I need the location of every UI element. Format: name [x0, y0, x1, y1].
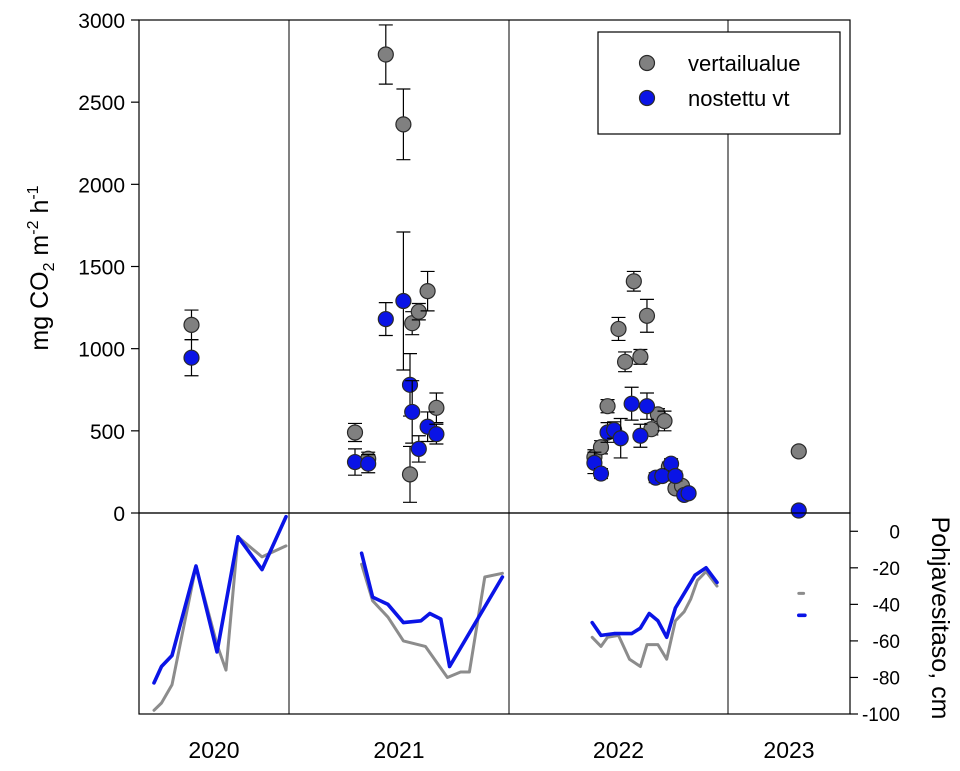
period-label-2020: 2020 — [188, 737, 239, 763]
flux-y-tick-label-3000: 3000 — [78, 10, 125, 33]
point-nostettu-vt-2 — [346, 453, 364, 471]
point-vertailualue-12 — [592, 439, 610, 456]
point-nostettu-vt-17 — [632, 427, 649, 444]
point-vertailualue-13 — [599, 398, 616, 415]
point-nostettu-vt-8 — [410, 440, 427, 458]
point-vertailualue-25 — [790, 443, 807, 460]
point-nostettu-vt-5 — [395, 292, 412, 310]
ylabel-part-3: m — [26, 235, 54, 263]
point-nostettu-vt-12 — [592, 465, 610, 482]
point-vertailualue-16 — [625, 273, 642, 290]
ylabel-part-2: 2 — [41, 262, 58, 271]
point-vertailualue-17 — [632, 348, 649, 365]
groundwater-panel: -100 -80 -60 -40 -20 0 Pohjavesitaso, cm — [138, 512, 954, 726]
legend-marker-nostettu-vt — [638, 89, 656, 107]
groundwater-y-axis: -100 -80 -60 -40 -20 0 — [850, 522, 900, 726]
groundwater-line-vertailualue-2022 — [590, 570, 719, 668]
point-nostettu-vt-7 — [404, 403, 421, 421]
point-nostettu-vt-1 — [183, 349, 200, 366]
groundwater-period-dividers — [288, 513, 729, 714]
period-label-2021: 2021 — [373, 737, 424, 763]
flux-y-tick-label-1000: 1000 — [78, 339, 125, 362]
point-vertailualue-18 — [638, 307, 656, 324]
point-vertailualue-21 — [656, 412, 673, 430]
point-vertailualue-10 — [428, 399, 445, 416]
point-vertailualue-5 — [395, 116, 412, 133]
point-nostettu-vt-22 — [667, 467, 684, 485]
groundwater-y-tick-label--80: -80 — [873, 668, 900, 689]
point-vertailualue-2 — [346, 424, 364, 441]
flux-series — [183, 24, 807, 519]
point-nostettu-vt-15 — [612, 430, 629, 447]
point-vertailualue-9 — [419, 283, 436, 300]
groundwater-y-tick-label--60: -60 — [873, 632, 900, 653]
period-label-2023: 2023 — [763, 737, 814, 763]
groundwater-series — [152, 514, 807, 712]
legend-label-nostettu-vt: nostettu vt — [688, 86, 790, 111]
flux-y-tick-label-1500: 1500 — [78, 257, 125, 280]
period-labels: 2020 2021 2022 2023 — [188, 737, 814, 763]
point-nostettu-vt-24 — [680, 485, 697, 502]
legend-box — [597, 31, 841, 135]
ylabel-part-4: -2 — [25, 220, 42, 234]
point-nostettu-vt-4 — [377, 310, 394, 328]
groundwater-line-nostettu-vt-2021 — [359, 551, 505, 669]
groundwater-line-vertailualue-2021 — [360, 562, 504, 679]
groundwater-plot-frame — [138, 512, 851, 715]
point-vertailualue-15 — [616, 353, 634, 370]
flux-y-tick-label-500: 500 — [90, 421, 125, 444]
groundwater-y-tick-label--40: -40 — [873, 595, 900, 616]
ylabel-part-1: mg CO — [26, 271, 54, 350]
groundwater-line-nostettu-vt-2020 — [152, 514, 288, 685]
point-nostettu-vt-10 — [428, 426, 445, 443]
flux-y-axis: 0 500 1000 1500 2000 2500 3000 — [78, 10, 139, 526]
point-vertailualue-1 — [183, 316, 200, 333]
point-vertailualue-6 — [401, 466, 419, 483]
ylabel-part-5: h — [26, 200, 54, 221]
series-nostettu-vt — [183, 231, 807, 519]
groundwater-line-nostettu-vt-2022 — [590, 565, 719, 640]
flux-y-tick-label-0: 0 — [113, 503, 125, 526]
flux-y-tick-label-2000: 2000 — [78, 174, 125, 197]
groundwater-y-tick-label-0: 0 — [889, 522, 900, 543]
flux-y-axis-label: mg CO2 m-2 h-1 — [25, 185, 58, 350]
point-nostettu-vt-16 — [623, 395, 640, 412]
point-nostettu-vt-18 — [638, 398, 656, 415]
point-nostettu-vt-25 — [790, 502, 807, 519]
point-vertailualue-14 — [610, 320, 627, 338]
groundwater-y-axis-label: Pohjavesitaso, cm — [926, 517, 954, 720]
point-vertailualue-4 — [377, 46, 394, 63]
point-nostettu-vt-3 — [360, 455, 377, 472]
legend: vertailualue nostettu vt — [597, 31, 841, 135]
flux-y-tick-label-2500: 2500 — [78, 92, 125, 115]
groundwater-y-tick-label--20: -20 — [873, 559, 900, 580]
groundwater-y-tick-label--100: -100 — [862, 705, 900, 726]
legend-label-vertailualue: vertailualue — [688, 51, 801, 76]
point-vertailualue-8 — [410, 303, 427, 320]
period-label-2022: 2022 — [593, 737, 644, 763]
legend-marker-vertailualue — [638, 54, 656, 72]
ylabel-part-6: -1 — [25, 185, 42, 199]
point-nostettu-vt-6 — [401, 376, 419, 393]
